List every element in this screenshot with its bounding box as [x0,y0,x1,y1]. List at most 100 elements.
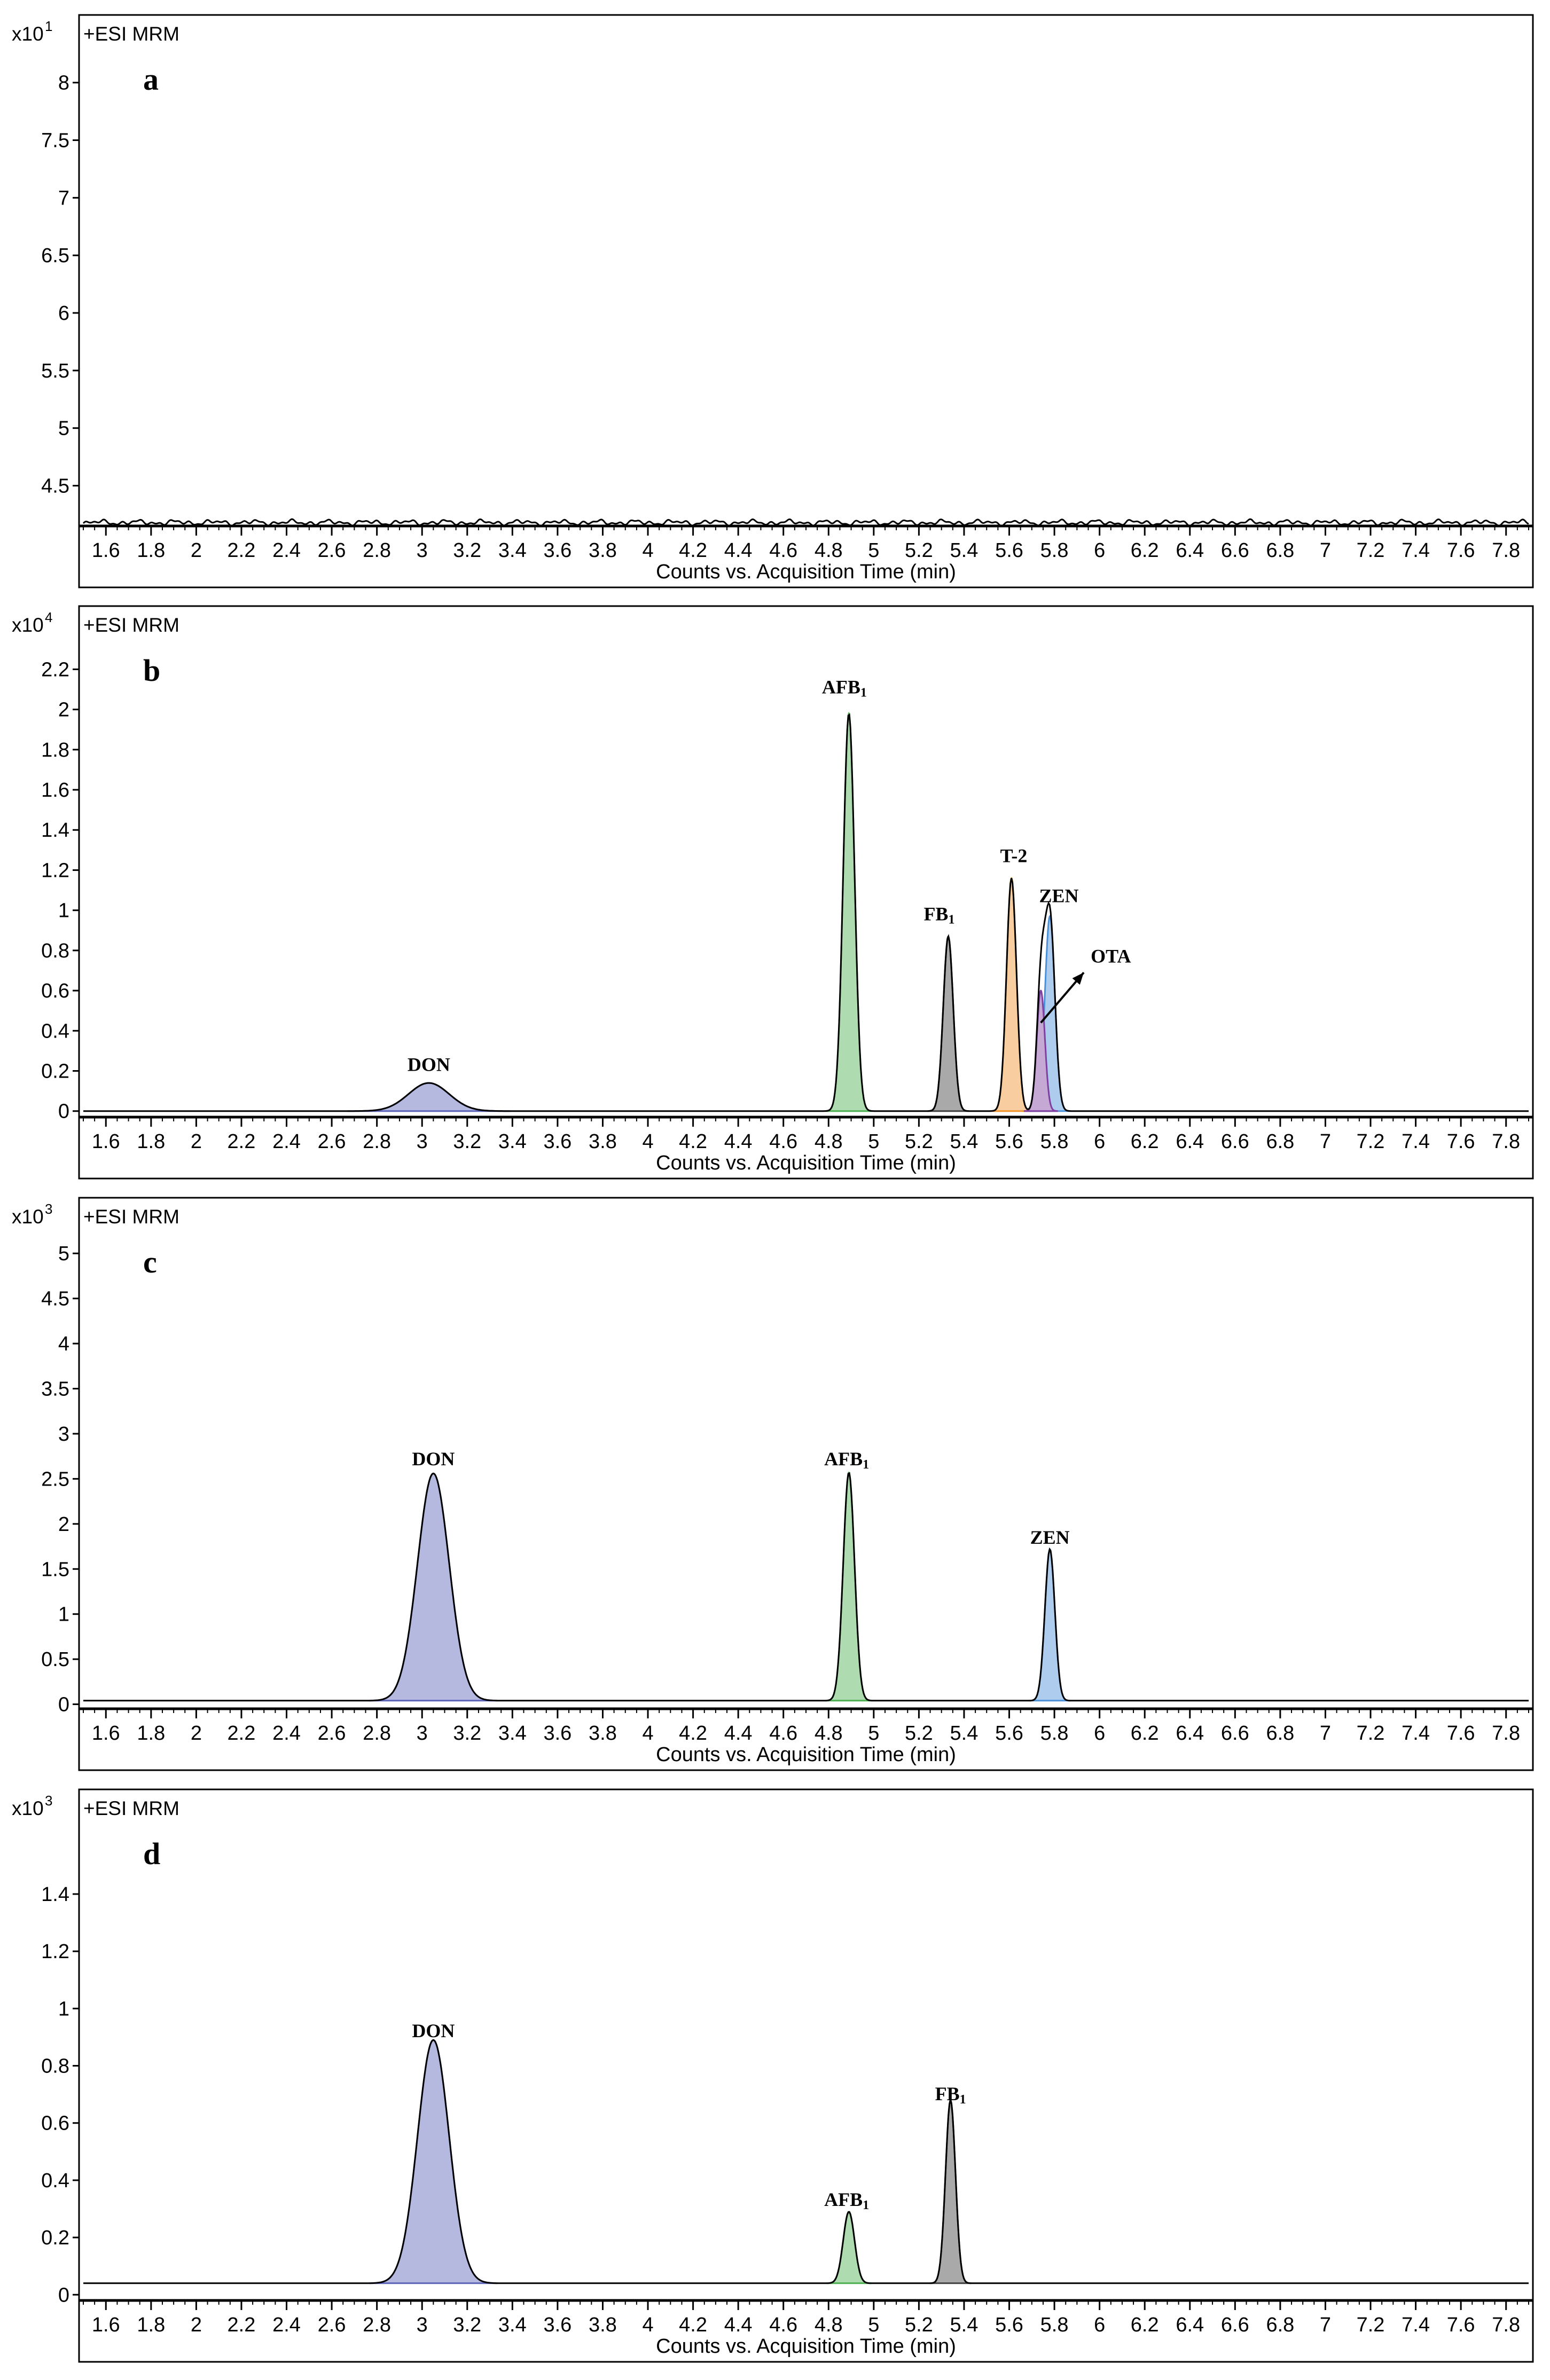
x-tick-label: 5.6 [995,539,1023,562]
chart-panel-a: x10 1 +ESI MRM a 4.5 5 5.5 6 6.5 7 7.5 8 1.6 1.8 2 2.2 2… [12,14,1534,588]
x-tick-label: 4.8 [815,539,843,562]
x-tick-label: 4.4 [724,1722,753,1745]
x-tick-label: 7.4 [1402,1130,1430,1153]
x-tick-label: 6.6 [1221,2314,1249,2336]
x-tick-label: 4.4 [724,539,753,562]
y-multiplier: x10 [12,23,44,45]
x-tick-label: 7.8 [1492,539,1520,562]
x-tick-label: 6.8 [1266,1130,1294,1153]
x-tick-label: 4 [642,1130,653,1153]
x-tick-label: 3.8 [589,2314,617,2336]
y-tick-label: 1 [58,1998,69,2020]
x-tick-label: 7.2 [1357,1130,1385,1153]
x-tick-label: 6.8 [1266,539,1294,562]
x-tick-label: 6.4 [1176,1722,1204,1745]
peak-label: DON [408,1054,450,1075]
y-tick-label: 4 [58,1333,69,1355]
x-tick-label: 3.4 [498,1130,527,1153]
peak-label: FB1 [923,903,954,926]
y-tick-label: 0.6 [41,2112,69,2135]
x-tick-label: 4.4 [724,2314,753,2336]
x-tick-label: 2.2 [228,2314,256,2336]
x-tick-label: 2 [191,1722,202,1745]
ion-mode-header: +ESI MRM [83,614,179,636]
y-tick-label: 0.2 [41,1061,69,1083]
peak-label: ZEN [1039,885,1079,907]
x-tick-label: 1.6 [92,2314,120,2336]
x-tick-label: 5.4 [950,539,978,562]
x-tick-label: 1.6 [92,1722,120,1745]
x-tick-label: 2 [191,1130,202,1153]
y-tick-label: 1.6 [41,779,69,802]
y-tick-label: 5 [58,418,69,440]
x-tick-label: 3.4 [498,539,527,562]
x-tick-label: 7.4 [1402,539,1430,562]
x-tick-label: 4.2 [679,539,707,562]
x-tick-label: 4.2 [679,1130,707,1153]
panel-frame [78,14,1534,588]
x-tick-label: 3.6 [543,2314,572,2336]
x-tick-label: 2.6 [318,2314,346,2336]
x-tick-label: 5 [868,1130,879,1153]
signal-trace [83,2039,1529,2284]
x-tick-label: 7.2 [1357,2314,1385,2336]
x-tick-label: 6.8 [1266,1722,1294,1745]
x-tick-label: 6.4 [1176,2314,1204,2336]
x-tick-label: 7.6 [1447,539,1475,562]
y-tick-label: 1.4 [41,1883,69,1906]
y-tick-label: 1.4 [41,819,69,842]
x-tick-label: 2.8 [363,1722,391,1745]
peak-label: FB1 [935,2083,966,2107]
x-tick-label: 6.4 [1176,1130,1204,1153]
y-tick-label: 1.8 [41,739,69,761]
x-tick-label: 3.2 [453,1722,481,1745]
y-tick-label: 0.4 [41,1020,69,1042]
x-tick-label: 1.8 [137,1722,165,1745]
x-tick-label: 2.6 [318,1130,346,1153]
x-tick-label: 5.4 [950,2314,978,2336]
x-tick-label: 7.2 [1357,1722,1385,1745]
y-tick-label: 0.8 [41,940,69,962]
y-multiplier-exponent: 4 [45,609,52,625]
x-tick-label: 2.4 [272,1130,301,1153]
peak-label: OTA [1091,945,1131,967]
x-tick-label: 5.4 [950,1722,978,1745]
x-tick-label: 6 [1094,1130,1105,1153]
peak-label: T-2 [1000,845,1028,866]
x-tick-label: 5.6 [995,2314,1023,2336]
x-tick-label: 5.4 [950,1130,978,1153]
x-tick-label: 6.6 [1221,1130,1249,1153]
y-tick-label: 8 [58,72,69,95]
y-tick-label: 0.4 [41,2170,69,2192]
x-tick-label: 2.4 [272,2314,301,2336]
x-tick-label: 2.2 [228,1130,256,1153]
x-tick-label: 3.8 [589,1130,617,1153]
x-tick-label: 6 [1094,1722,1105,1745]
x-tick-label: 5.8 [1040,1130,1069,1153]
y-tick-label: 3.5 [41,1378,69,1401]
x-tick-label: 7 [1320,1130,1331,1153]
x-tick-label: 1.6 [92,1130,120,1153]
x-tick-label: 5.2 [905,539,933,562]
y-tick-label: 7.5 [41,130,69,152]
x-tick-label: 3.4 [498,1722,527,1745]
panel-frame [78,1197,1534,1771]
panel-frame [78,605,1534,1180]
x-tick-label: 5 [868,2314,879,2336]
x-tick-label: 7.6 [1447,1722,1475,1745]
x-tick-label: 2.8 [363,2314,391,2336]
x-tick-label: 5 [868,1722,879,1745]
x-tick-label: 6 [1094,2314,1105,2336]
x-tick-label: 4 [642,539,653,562]
x-tick-label: 1.8 [137,539,165,562]
y-tick-label: 0.8 [41,2055,69,2078]
y-tick-label: 3 [58,1423,69,1446]
signal-trace [83,713,1529,1112]
x-tick-label: 7.8 [1492,1722,1520,1745]
x-tick-label: 7 [1320,2314,1331,2336]
peak-label: AFB1 [824,1448,869,1472]
y-tick-label: 5.5 [41,360,69,382]
ion-mode-header: +ESI MRM [83,1206,179,1228]
x-tick-label: 2.8 [363,1130,391,1153]
x-tick-label: 3.8 [589,1722,617,1745]
